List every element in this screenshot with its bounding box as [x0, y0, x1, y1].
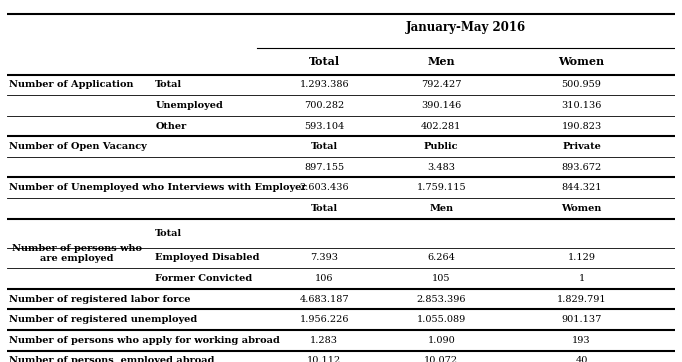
- Text: 593.104: 593.104: [304, 122, 344, 131]
- Text: Number of persons, employed abroad: Number of persons, employed abroad: [9, 356, 214, 362]
- Text: Total: Total: [155, 229, 182, 237]
- Text: January-May 2016: January-May 2016: [406, 21, 527, 34]
- Text: Women: Women: [559, 56, 605, 67]
- Text: 106: 106: [315, 274, 333, 283]
- Text: Number of Open Vacancy: Number of Open Vacancy: [9, 142, 147, 151]
- Text: 10.072: 10.072: [424, 356, 458, 362]
- Text: 844.321: 844.321: [561, 183, 602, 192]
- Text: 897.155: 897.155: [304, 163, 344, 172]
- Text: 310.136: 310.136: [561, 101, 602, 110]
- Text: Number of registered labor force: Number of registered labor force: [9, 295, 190, 304]
- Text: Number of registered unemployed: Number of registered unemployed: [9, 315, 197, 324]
- Text: Number of Unemployed who Interviews with Employer: Number of Unemployed who Interviews with…: [9, 183, 306, 192]
- Text: Number of Application: Number of Application: [9, 80, 133, 89]
- Text: 10.112: 10.112: [307, 356, 342, 362]
- Text: 1: 1: [578, 274, 584, 283]
- Text: Men: Men: [428, 56, 455, 67]
- Text: 7.393: 7.393: [310, 253, 338, 262]
- Text: Women: Women: [561, 204, 602, 213]
- Text: Private: Private: [562, 142, 601, 151]
- Text: 2.853.396: 2.853.396: [417, 295, 466, 304]
- Text: 1.129: 1.129: [567, 253, 595, 262]
- Text: 1.759.115: 1.759.115: [417, 183, 466, 192]
- Text: Former Convicted: Former Convicted: [155, 274, 252, 283]
- Text: 402.281: 402.281: [421, 122, 462, 131]
- Text: Unemployed: Unemployed: [155, 101, 223, 110]
- Text: 4.683.187: 4.683.187: [299, 295, 349, 304]
- Text: 190.823: 190.823: [561, 122, 602, 131]
- Text: 390.146: 390.146: [421, 101, 462, 110]
- Text: 6.264: 6.264: [428, 253, 455, 262]
- Text: Total: Total: [155, 80, 182, 89]
- Text: 700.282: 700.282: [304, 101, 344, 110]
- Text: 105: 105: [432, 274, 451, 283]
- Text: 792.427: 792.427: [421, 80, 462, 89]
- Text: 1.283: 1.283: [310, 336, 338, 345]
- Text: Total: Total: [311, 142, 338, 151]
- Text: 40: 40: [576, 356, 588, 362]
- Text: Total: Total: [309, 56, 340, 67]
- Text: Employed Disabled: Employed Disabled: [155, 253, 260, 262]
- Text: 1.293.386: 1.293.386: [299, 80, 349, 89]
- Text: 193: 193: [572, 336, 591, 345]
- Text: 500.959: 500.959: [562, 80, 602, 89]
- Text: 1.090: 1.090: [428, 336, 455, 345]
- Text: 893.672: 893.672: [561, 163, 602, 172]
- Text: 1.956.226: 1.956.226: [299, 315, 349, 324]
- Text: 3.483: 3.483: [427, 163, 456, 172]
- Text: 1.055.089: 1.055.089: [417, 315, 466, 324]
- Text: 901.137: 901.137: [561, 315, 602, 324]
- Text: Men: Men: [429, 204, 454, 213]
- Text: Public: Public: [424, 142, 458, 151]
- Text: Number of persons who
are employed: Number of persons who are employed: [12, 244, 142, 264]
- Text: Other: Other: [155, 122, 186, 131]
- Text: Number of persons who apply for working abroad: Number of persons who apply for working …: [9, 336, 280, 345]
- Text: 1.829.791: 1.829.791: [557, 295, 606, 304]
- Text: Total: Total: [311, 204, 338, 213]
- Text: 2.603.436: 2.603.436: [299, 183, 349, 192]
